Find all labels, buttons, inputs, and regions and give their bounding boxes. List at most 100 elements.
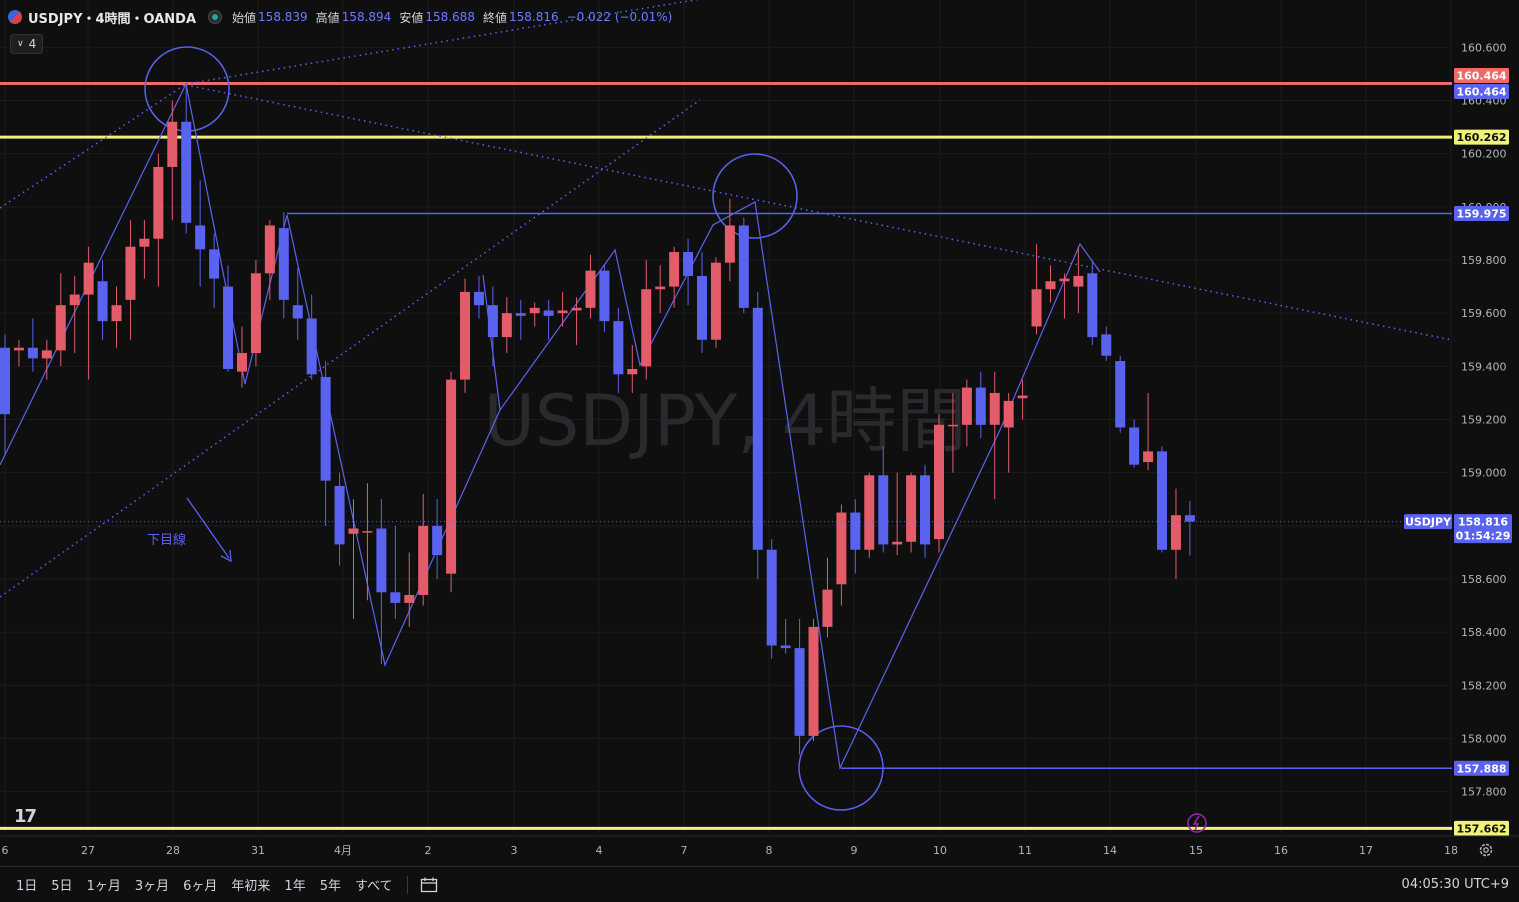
candle[interactable] <box>1157 446 1168 553</box>
candle-body[interactable] <box>515 313 526 316</box>
candle[interactable] <box>278 212 289 319</box>
candle-body[interactable] <box>529 307 540 314</box>
candle[interactable] <box>906 472 917 553</box>
candle-body[interactable] <box>292 305 303 319</box>
candle[interactable] <box>989 371 1000 500</box>
candle-body[interactable] <box>1073 275 1084 287</box>
candle[interactable] <box>41 339 52 380</box>
candle-body[interactable] <box>1184 515 1195 522</box>
candle-body[interactable] <box>738 225 749 308</box>
candle[interactable] <box>710 257 721 348</box>
symbol-badge[interactable]: USDJPY <box>1404 514 1452 530</box>
candle-body[interactable] <box>850 512 861 550</box>
candle[interactable] <box>641 260 652 380</box>
candle-body[interactable] <box>557 310 568 314</box>
range-1m-button[interactable]: 1ヶ月 <box>86 879 121 894</box>
range-1y-button[interactable]: 1年 <box>284 879 306 894</box>
candle-body[interactable] <box>1045 281 1056 290</box>
candle-body[interactable] <box>97 281 108 322</box>
candle-body[interactable] <box>864 475 875 550</box>
candle[interactable] <box>669 246 680 308</box>
candle[interactable] <box>766 539 777 659</box>
candle[interactable] <box>975 371 986 439</box>
candle[interactable] <box>864 472 875 558</box>
lightning-icon[interactable] <box>1187 813 1207 833</box>
candle-body[interactable] <box>487 305 498 338</box>
candle[interactable] <box>920 464 931 558</box>
candle-body[interactable] <box>1017 395 1028 399</box>
candle-body[interactable] <box>571 307 582 311</box>
range-5y-button[interactable]: 5年 <box>319 879 341 894</box>
candle-body[interactable] <box>697 275 707 340</box>
candle[interactable] <box>738 217 749 314</box>
candle-body[interactable] <box>334 485 345 545</box>
candle[interactable] <box>947 392 958 473</box>
price-badge-4[interactable]: 157.662 <box>1454 820 1509 836</box>
candle-body[interactable] <box>446 379 457 574</box>
price-chart[interactable]: USDJPY, 4時間 下目線 157.800158.000158.200158… <box>0 0 1519 866</box>
candle-body[interactable] <box>599 270 610 322</box>
candle[interactable] <box>599 265 610 332</box>
candle-body[interactable] <box>460 291 471 380</box>
candle[interactable] <box>571 297 582 346</box>
candle-body[interactable] <box>794 648 805 736</box>
range-3m-button[interactable]: 3ヶ月 <box>134 879 170 894</box>
candle[interactable] <box>209 233 220 308</box>
candle[interactable] <box>627 345 638 393</box>
candle-body[interactable] <box>920 475 931 545</box>
price-badge-0[interactable]: 160.464 <box>1454 67 1509 83</box>
candle[interactable] <box>1031 244 1042 335</box>
candle-body[interactable] <box>1170 515 1181 550</box>
candle-body[interactable] <box>55 305 66 351</box>
candle-body[interactable] <box>1143 451 1154 463</box>
utc-clock[interactable]: 04:05:30 UTC+9 <box>1401 877 1509 892</box>
candle-body[interactable] <box>808 626 819 736</box>
last-price-badge[interactable]: 158.816 <box>1454 514 1512 530</box>
candle[interactable] <box>585 254 596 319</box>
candle[interactable] <box>822 557 833 638</box>
candle-body[interactable] <box>989 392 1000 425</box>
candle-body[interactable] <box>641 289 652 367</box>
candle-body[interactable] <box>181 121 192 223</box>
symbol-title[interactable]: USDJPY・4時間・OANDA <box>28 11 197 27</box>
candle-body[interactable] <box>947 424 958 427</box>
candle[interactable] <box>320 361 331 526</box>
range-1d-button[interactable]: 1日 <box>16 879 38 894</box>
candle-body[interactable] <box>418 525 429 595</box>
candle-body[interactable] <box>627 368 638 375</box>
candle[interactable] <box>557 291 568 327</box>
candle[interactable] <box>543 299 554 340</box>
candle[interactable] <box>613 307 624 393</box>
candle-body[interactable] <box>906 475 917 542</box>
candle-body[interactable] <box>724 225 735 263</box>
candle[interactable] <box>83 246 94 380</box>
candle[interactable] <box>878 446 889 553</box>
candle[interactable] <box>780 618 791 654</box>
gear-icon[interactable] <box>1478 842 1494 858</box>
candle[interactable] <box>1143 392 1154 471</box>
price-axis[interactable]: 157.800 158.000 158.200 158.400 158.600 158.8… <box>1404 0 1519 866</box>
range-6m-button[interactable]: 6ヶ月 <box>183 879 218 894</box>
candle-body[interactable] <box>69 294 80 306</box>
candle-body[interactable] <box>320 376 331 481</box>
candle-body[interactable] <box>1087 273 1098 338</box>
candle[interactable] <box>1059 273 1070 319</box>
candle-body[interactable] <box>961 387 972 425</box>
swing-low-circle[interactable] <box>798 725 884 811</box>
candle[interactable] <box>836 504 847 606</box>
candle-body[interactable] <box>766 549 777 646</box>
countdown-badge[interactable]: 01:54:29 <box>1454 528 1512 544</box>
candle-body[interactable] <box>83 262 94 295</box>
candle-body[interactable] <box>390 592 401 603</box>
candle[interactable] <box>724 198 735 282</box>
candle-body[interactable] <box>501 313 512 338</box>
range-all-button[interactable]: すべて <box>354 879 393 894</box>
candle[interactable] <box>264 220 275 300</box>
candle[interactable] <box>487 286 498 367</box>
zigzag-line[interactable] <box>0 82 1101 771</box>
calendar-icon[interactable] <box>420 877 438 893</box>
candle-body[interactable] <box>27 347 38 359</box>
candle[interactable] <box>808 618 819 742</box>
candle-body[interactable] <box>153 166 164 239</box>
candle-body[interactable] <box>209 249 220 279</box>
